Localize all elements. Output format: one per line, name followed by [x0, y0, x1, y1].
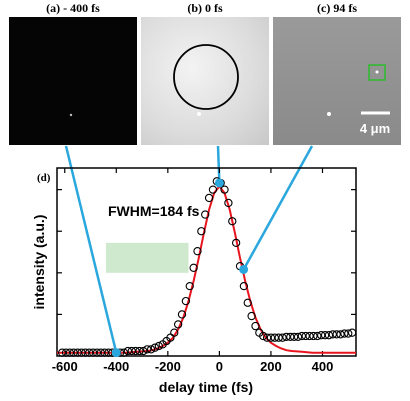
data-point [239, 281, 249, 291]
panel-b-label: (b) 0 fs [187, 1, 223, 15]
highlighted-point [111, 348, 121, 358]
data-point [173, 320, 183, 329]
data-point [201, 210, 210, 219]
data-point [197, 227, 206, 236]
data-point [293, 332, 303, 342]
data-point [204, 193, 214, 203]
data-point [344, 329, 353, 338]
x-tick-label: -200 [155, 359, 181, 374]
speckle-b [197, 112, 201, 116]
panel-c-label: (c) 94 fs [317, 1, 357, 15]
data-point [259, 331, 268, 341]
speckle-a [69, 113, 73, 117]
connector-line [216, 145, 221, 184]
x-tick-label: 200 [260, 359, 282, 374]
y-axis-title: intensity (a.u.) [31, 215, 47, 310]
panel-a-label: (a) - 400 fs [46, 1, 100, 15]
microscope-image-a [9, 17, 137, 145]
focal-spot-circle [173, 44, 239, 110]
data-point [231, 238, 241, 248]
data-point [143, 345, 152, 354]
connector-line [64, 145, 118, 353]
data-point [177, 310, 187, 319]
highlighted-point [239, 264, 249, 274]
scale-bar-label: 4 μm [360, 121, 390, 136]
connector-line [242, 145, 314, 271]
fwhm-annotation: FWHM=184 fs [108, 203, 200, 219]
shaded-band [105, 242, 189, 273]
microscope-image-c: 4 μm [273, 17, 401, 145]
data-point [181, 296, 191, 306]
speckle-c1 [375, 70, 379, 74]
data-point [340, 329, 349, 338]
data-point [251, 321, 260, 331]
microscope-image-b [141, 17, 269, 145]
highlighted-point [214, 178, 224, 188]
x-tick-label: -600 [52, 359, 78, 374]
data-point [224, 198, 233, 208]
data-point [324, 331, 334, 340]
data-point [139, 346, 148, 356]
data-point [332, 330, 341, 339]
data-point [336, 330, 345, 339]
x-tick-label: -400 [103, 359, 129, 374]
data-point [347, 328, 357, 337]
data-point [189, 263, 198, 272]
data-point [185, 281, 194, 291]
x-tick-label: 0 [216, 359, 223, 374]
data-point [228, 217, 237, 226]
speckle-c2 [327, 112, 331, 116]
data-point [208, 185, 218, 194]
data-point [309, 331, 318, 341]
highlight-box [368, 64, 386, 81]
data-point [146, 345, 156, 354]
data-point [313, 331, 322, 341]
plot-frame [56, 167, 357, 357]
panel-d-label: (d) [37, 172, 51, 184]
x-axis-title: delay time (fs) [159, 379, 253, 395]
data-point [150, 343, 160, 352]
data-point [243, 298, 252, 307]
data-point [320, 331, 330, 340]
data-point [274, 333, 283, 342]
data-point [135, 346, 144, 356]
data-point [278, 333, 287, 342]
data-point [220, 185, 229, 194]
data-point [170, 328, 179, 337]
x-tick-label: 400 [312, 359, 334, 374]
data-point [289, 332, 299, 342]
data-point [193, 247, 202, 256]
data-point [154, 341, 163, 351]
data-point [247, 311, 256, 321]
